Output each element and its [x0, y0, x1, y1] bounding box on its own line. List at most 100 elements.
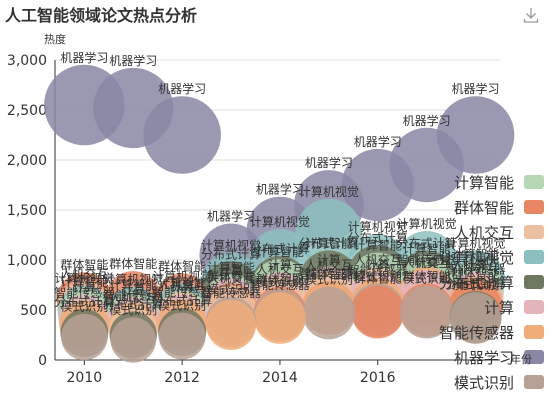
legend-swatch: [524, 275, 544, 289]
legend-item[interactable]: 计算机视觉: [439, 249, 544, 267]
bubble-label: 机器学习: [403, 113, 451, 128]
legend-swatch: [524, 225, 544, 239]
legend-swatch: [524, 300, 544, 314]
bubble: [143, 96, 221, 174]
bubble-label: 群体智能: [403, 268, 451, 283]
legend-label: 计算机视觉: [439, 249, 514, 267]
bubble-label: 计算智能: [354, 238, 402, 253]
bubble-label: 机器学习: [452, 81, 500, 96]
bubble-label: 模式识别: [403, 271, 451, 285]
bubble-label: 模式识别: [158, 299, 206, 313]
legend-item[interactable]: 分布式计算: [439, 274, 544, 292]
legend-item[interactable]: 群体智能: [454, 199, 544, 217]
y-tick-label: 500: [20, 303, 47, 319]
bubble-label: 人机交互: [158, 277, 206, 292]
legend-label: 人机交互: [454, 224, 514, 242]
bubble-label: 群体智能: [207, 268, 255, 283]
chart-title: 人工智能领域论文热点分析: [5, 6, 198, 25]
bubble-label: 智能传感器: [201, 285, 261, 300]
y-tick-label: 3,000: [7, 53, 47, 69]
bubble-label: 分布式计算: [103, 296, 163, 311]
legend-item[interactable]: 计算: [484, 299, 544, 317]
legend-swatch: [524, 200, 544, 214]
bubble-label: 计算: [415, 255, 439, 270]
legend-label: 群体智能: [454, 199, 514, 217]
x-tick-label: 2016: [360, 370, 396, 386]
legend-label: 智能传感器: [439, 324, 514, 342]
bubble: [351, 285, 405, 339]
bubble-label: 分布式计算: [348, 230, 408, 245]
bubble-label: 模式识别: [354, 269, 402, 283]
legend-item[interactable]: 计算智能: [454, 174, 544, 192]
bubble-label: 模式识别: [109, 303, 157, 317]
download-icon[interactable]: [522, 6, 540, 24]
bubble-label: 计算机视觉: [54, 270, 114, 285]
bubble: [254, 292, 306, 344]
legend-swatch: [524, 250, 544, 264]
legend-item[interactable]: 机器学习: [454, 349, 544, 367]
x-axis-label: 年份: [510, 352, 532, 366]
bubble-label: 机器学习: [256, 182, 304, 197]
bubble-label: 计算机视觉: [103, 272, 163, 287]
bubble-label: 机器学习: [158, 81, 206, 96]
bubble-label: 群体智能: [158, 258, 206, 273]
bubble-label: 机器学习: [305, 155, 353, 170]
bubble-label: 人机交互: [452, 257, 500, 272]
bubble-label: 计算智能: [109, 277, 157, 292]
x-tick-label: 2010: [67, 370, 103, 386]
y-tick-label: 2,000: [7, 153, 47, 169]
bubble-label: 计算机视觉: [152, 268, 212, 283]
legend-label: 计算: [484, 299, 514, 317]
bubble-label: 模式识别: [305, 273, 353, 287]
legend-label: 模式识别: [454, 374, 514, 392]
bubble-label: 群体智能: [305, 266, 353, 281]
legend-item[interactable]: 人机交互: [454, 224, 544, 242]
bubble-label: 分布式计算: [446, 276, 506, 291]
bubble-label: 智能传感器: [250, 277, 310, 292]
bubble: [206, 300, 257, 350]
bubble-label: 计算: [72, 279, 96, 294]
y-axis-label: 热度: [44, 32, 66, 46]
bubble: [302, 286, 356, 340]
bubble-label: 计算机视觉: [299, 184, 359, 199]
bubble-label: 智能传感器: [446, 262, 506, 277]
bubble-label: 群体智能: [60, 257, 108, 272]
bubble-label: 人机交互: [109, 291, 157, 306]
y-tick-label: 2,500: [7, 103, 47, 119]
legend-swatch: [524, 350, 544, 364]
bubble-label: 群体智能: [452, 266, 500, 281]
bubble-label: 计算: [170, 279, 194, 294]
bubble-label: 计算智能: [158, 275, 206, 290]
bubble-label: 群体智能: [256, 272, 304, 287]
bubble-label: 计算智能: [305, 235, 353, 250]
bubble-label: 智能传感器: [103, 287, 163, 302]
y-tick-label: 1,500: [7, 203, 47, 219]
bubble-label: 机器学习: [354, 134, 402, 149]
bubble-label: 群体智能: [354, 270, 402, 285]
bubble-label: 计算机视觉: [201, 238, 261, 253]
bubble-label: 模式识别: [256, 275, 304, 289]
bubble-label: 机器学习: [109, 53, 157, 68]
legend-item[interactable]: 模式识别: [454, 374, 544, 392]
bubble-label: 人机交互: [256, 262, 304, 277]
bubble-label: 计算: [366, 257, 390, 272]
legend-swatch: [524, 375, 544, 389]
bubble-label: 计算机视觉: [348, 219, 408, 234]
bubble-label: 计算智能: [256, 244, 304, 259]
bubble-label: 智能传感器: [348, 263, 408, 278]
bubble-label: 计算机视觉: [250, 214, 310, 229]
legend-swatch: [524, 325, 544, 339]
bubble-label: 计算智能: [403, 241, 451, 256]
bubble-layer: [44, 64, 515, 363]
bubble-label: 计算: [121, 282, 145, 297]
legend-label: 机器学习: [454, 349, 514, 367]
bubble-label: 计算机视觉: [446, 235, 506, 250]
legend-item[interactable]: 智能传感器: [439, 324, 544, 342]
bubble-label: 计算: [268, 257, 292, 272]
bubble-label: 计算智能: [452, 246, 500, 261]
bubble-label: 分布式计算: [397, 235, 457, 250]
bubble: [110, 317, 157, 363]
bubble-label: 智能传感器: [152, 284, 212, 299]
bubble-label: 模式识别: [452, 278, 500, 292]
